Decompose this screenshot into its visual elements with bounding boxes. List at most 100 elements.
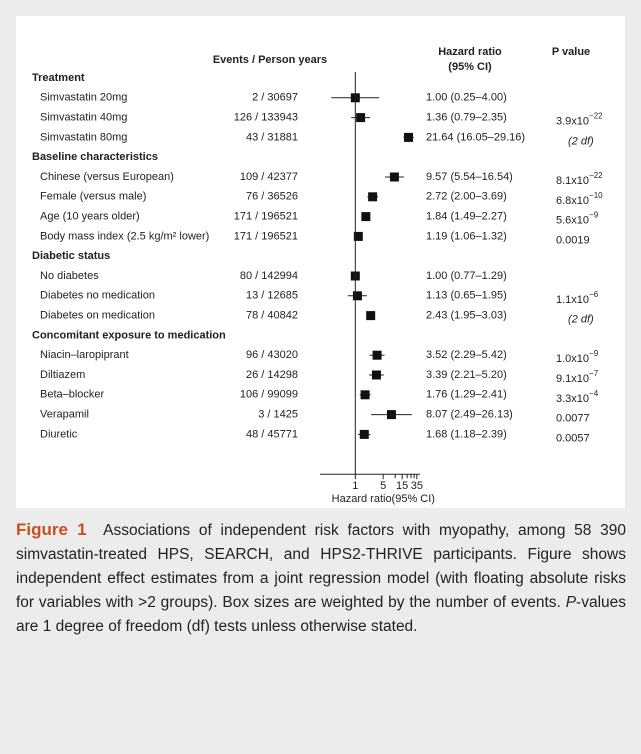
hr-label: 21.64 (16.05–29.16) [426, 131, 525, 143]
row-label: Beta–blocker [40, 389, 105, 401]
row-label: Diabetes on medication [40, 310, 155, 322]
row-events: 109 / 42377 [240, 171, 298, 183]
hr-label: 1.84 (1.49–2.27) [426, 211, 507, 223]
hr-box [361, 212, 371, 222]
p-base: 0.0019 [556, 234, 590, 246]
row-label: Age (10 years older) [40, 211, 140, 223]
row-label: Simvastatin 20mg [40, 92, 127, 104]
group-title: Diabetic status [32, 250, 110, 262]
header-hr: Hazard ratio [438, 46, 502, 58]
row-label: Diltiazem [40, 369, 85, 381]
x-tick-label: 35 [411, 480, 423, 492]
caption-text: Associations of independent risk factors… [16, 522, 626, 611]
caption-label: Figure 1 [16, 520, 87, 539]
hr-label: 3.39 (2.21–5.20) [426, 369, 507, 381]
row-events: 171 / 196521 [234, 211, 298, 223]
caption: Figure 1 Associations of independent ris… [16, 518, 626, 639]
row-label: Simvastatin 80mg [40, 131, 127, 143]
row-events: 26 / 14298 [246, 369, 298, 381]
p-value: 3.3x10−4 [556, 389, 599, 405]
row-events: 48 / 45771 [246, 428, 298, 440]
p-base: 1.1x10 [556, 294, 589, 306]
hr-box [368, 192, 378, 202]
x-tick-label: 5 [380, 480, 386, 492]
p-value: 0.0019 [556, 234, 590, 246]
p-exp: −10 [589, 191, 603, 200]
figure-panel [16, 16, 625, 508]
hr-box [366, 311, 376, 321]
p-base: 3.9x10 [556, 116, 589, 128]
header-p: P value [552, 46, 590, 58]
p-value: 6.8x10−10 [556, 191, 603, 207]
caption-italic: P [565, 594, 577, 611]
row-events: 2 / 30697 [252, 92, 298, 104]
hr-label: 1.13 (0.65–1.95) [426, 290, 507, 302]
row-events: 106 / 99099 [240, 389, 298, 401]
p-exp: −4 [589, 389, 599, 398]
row-events: 80 / 142994 [240, 270, 298, 282]
hr-box [356, 113, 366, 123]
hr-box [359, 429, 369, 439]
hr-box [386, 410, 396, 420]
p-value: 5.6x10−9 [556, 211, 599, 227]
hr-label: 3.52 (2.29–5.42) [426, 349, 507, 361]
row-label: Body mass index (2.5 kg/m² lower) [40, 230, 209, 242]
p-base: 8.1x10 [556, 175, 589, 187]
p-base: 1.0x10 [556, 353, 589, 365]
row-events: 171 / 196521 [234, 230, 298, 242]
row-events: 43 / 31881 [246, 131, 298, 143]
hr-label: 1.00 (0.25–4.00) [426, 92, 507, 104]
row-events: 76 / 36526 [246, 191, 298, 203]
p-exp: −9 [589, 349, 599, 358]
p-value: 3.9x10−22 [556, 112, 603, 128]
hr-label: 1.76 (1.29–2.41) [426, 389, 507, 401]
p-base: 5.6x10 [556, 215, 589, 227]
group-title: Treatment [32, 72, 85, 84]
row-label: Diabetes no medication [40, 290, 155, 302]
row-label: Female (versus male) [40, 191, 146, 203]
x-axis-title: Hazard ratio(95% CI) [332, 493, 435, 505]
p-exp: −9 [589, 211, 599, 220]
hr-label: 1.19 (1.06–1.32) [426, 230, 507, 242]
p-value: 9.1x10−7 [556, 369, 599, 385]
header-hr-sub: (95% CI) [448, 61, 492, 73]
p-note: (2 df) [568, 314, 594, 326]
hr-box [389, 172, 399, 182]
p-base: 9.1x10 [556, 373, 589, 385]
hr-label: 1.68 (1.18–2.39) [426, 428, 507, 440]
hr-box [360, 390, 370, 400]
hr-box [353, 231, 363, 241]
group-title: Baseline characteristics [32, 151, 158, 163]
group-title: Concomitant exposure to medication [32, 329, 226, 341]
caption-text: -values are 1 degree of freedom (df) tes… [16, 594, 626, 635]
hr-label: 1.36 (0.79–2.35) [426, 112, 507, 124]
hr-box [371, 370, 381, 380]
row-events: 96 / 43020 [246, 349, 298, 361]
row-events: 3 / 1425 [258, 409, 298, 421]
p-exp: −22 [589, 171, 603, 180]
hr-label: 2.43 (1.95–3.03) [426, 310, 507, 322]
p-value: 0.0077 [556, 413, 590, 425]
p-value: 1.1x10−6 [556, 290, 599, 306]
p-value: 8.1x10−22 [556, 171, 603, 187]
row-label: Verapamil [40, 409, 89, 421]
row-label: No diabetes [40, 270, 99, 282]
row-label: Diuretic [40, 428, 78, 440]
row-label: Simvastatin 40mg [40, 112, 127, 124]
row-events: 13 / 12685 [246, 290, 298, 302]
p-exp: −7 [589, 369, 599, 378]
hr-label: 9.57 (5.54–16.54) [426, 171, 513, 183]
hr-box [372, 350, 382, 360]
hr-label: 2.72 (2.00–3.69) [426, 191, 507, 203]
p-base: 6.8x10 [556, 195, 589, 207]
row-events: 126 / 133943 [234, 112, 298, 124]
row-events: 78 / 40842 [246, 310, 298, 322]
p-base: 0.0077 [556, 413, 590, 425]
p-base: 3.3x10 [556, 393, 589, 405]
header-events: Events / Person years [213, 54, 327, 66]
p-value: 0.0057 [556, 432, 590, 444]
p-exp: −22 [589, 112, 603, 121]
hr-box [404, 132, 414, 142]
row-label: Niacin–laropiprant [40, 349, 129, 361]
